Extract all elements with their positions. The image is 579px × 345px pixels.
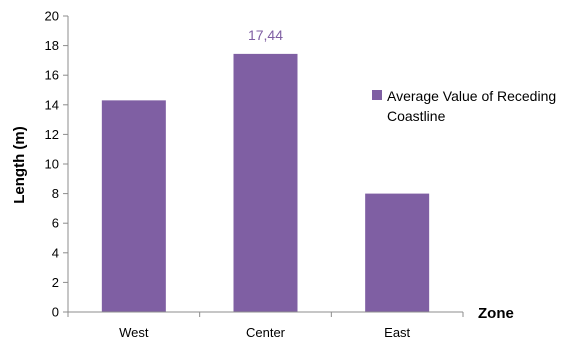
y-tick-label: 12 — [45, 127, 59, 142]
data-label-center: 17,44 — [248, 27, 283, 43]
legend-swatch — [372, 90, 382, 100]
y-tick-label: 10 — [45, 157, 59, 172]
y-tick-label: 14 — [45, 97, 59, 112]
bar-west — [101, 100, 166, 312]
y-tick-label: 18 — [45, 38, 59, 53]
data-labels: 17,44 — [248, 27, 283, 43]
y-tick-label: 0 — [52, 305, 59, 320]
x-axis-title: Zone — [478, 305, 514, 322]
bars — [101, 53, 430, 312]
legend: Average Value of Receding Coastline — [372, 86, 577, 126]
x-tick-label: Center — [246, 325, 286, 340]
x-tick-label: West — [119, 325, 149, 340]
y-tick-label: 16 — [45, 68, 59, 83]
x-tick-label: East — [384, 325, 410, 340]
y-tick-label: 4 — [52, 245, 59, 260]
legend-entry: Average Value of Receding Coastline — [387, 88, 557, 124]
bar-east — [365, 193, 430, 312]
y-axis-ticks: 0 2 4 6 8 10 12 14 16 18 20 — [45, 9, 68, 320]
y-tick-label: 8 — [52, 186, 59, 201]
y-axis-title: Length (m) — [11, 126, 28, 203]
y-tick-label: 20 — [45, 9, 59, 24]
category-labels: West Center East — [67, 312, 464, 340]
bar-center — [233, 53, 298, 312]
y-tick-label: 6 — [52, 216, 59, 231]
y-tick-label: 2 — [52, 275, 59, 290]
